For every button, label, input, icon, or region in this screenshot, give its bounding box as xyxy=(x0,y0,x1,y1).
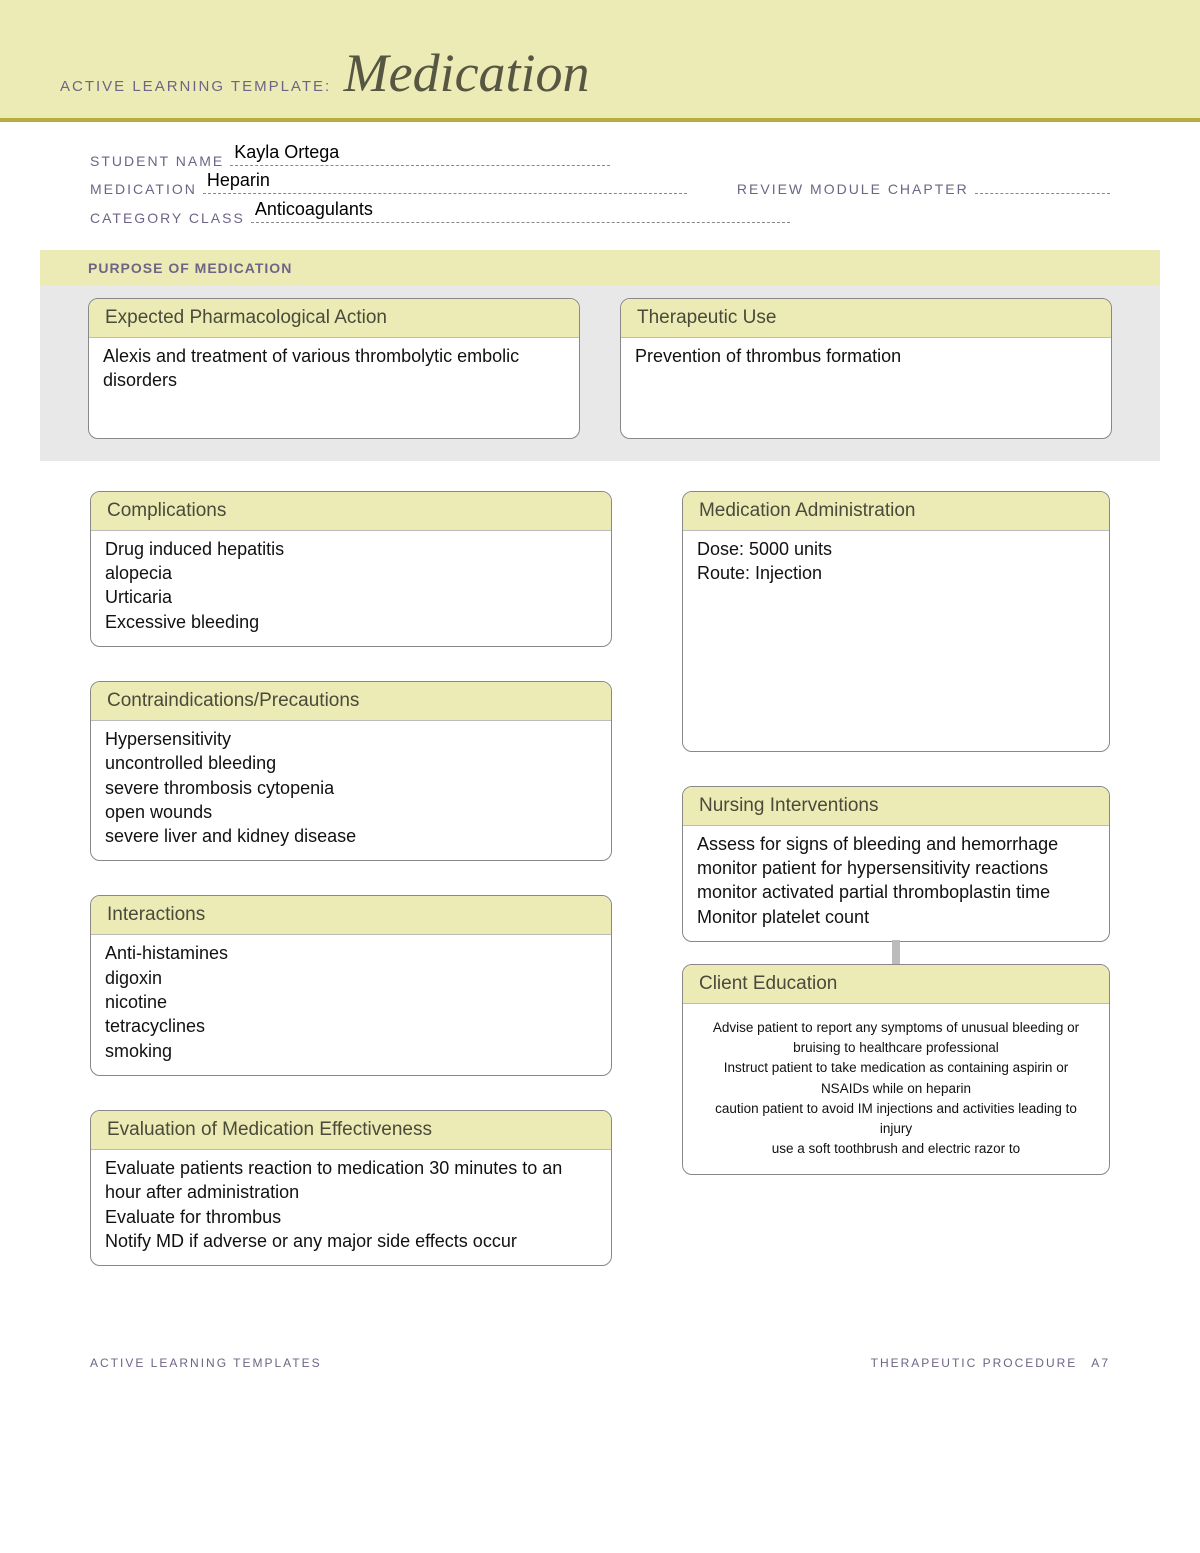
therapeutic-card: Therapeutic Use Prevention of thrombus f… xyxy=(620,298,1112,439)
main-grid: Complications Drug induced hepatitisalop… xyxy=(0,461,1200,1276)
medication-field[interactable]: Heparin xyxy=(203,175,687,195)
nursing-card: Nursing Interventions Assess for signs o… xyxy=(682,786,1110,942)
category-value: Anticoagulants xyxy=(255,199,373,220)
pharm-action-card: Expected Pharmacological Action Alexis a… xyxy=(88,298,580,439)
pharm-action-body: Alexis and treatment of various thrombol… xyxy=(89,338,579,438)
administration-card: Medication Administration Dose: 5000 uni… xyxy=(682,491,1110,752)
medication-value: Heparin xyxy=(207,170,270,191)
administration-body: Dose: 5000 unitsRoute: Injection xyxy=(683,531,1109,751)
contraindications-body: Hypersensitivityuncontrolled bleedingsev… xyxy=(91,721,611,860)
student-name-value: Kayla Ortega xyxy=(234,142,339,163)
contraindications-card: Contraindications/Precautions Hypersensi… xyxy=(90,681,612,861)
banner-title: Medication xyxy=(344,43,590,103)
client-education-body: Advise patient to report any symptoms of… xyxy=(683,1004,1109,1174)
review-field[interactable] xyxy=(975,175,1110,195)
left-column: Complications Drug induced hepatitisalop… xyxy=(90,491,612,1266)
student-name-field[interactable]: Kayla Ortega xyxy=(230,146,610,166)
category-field[interactable]: Anticoagulants xyxy=(251,203,790,223)
purpose-section-title: PURPOSE OF MEDICATION xyxy=(40,250,1160,286)
complications-body: Drug induced hepatitisalopeciaUrticariaE… xyxy=(91,531,611,646)
evaluation-body: Evaluate patients reaction to medication… xyxy=(91,1150,611,1265)
nursing-body: Assess for signs of bleeding and hemorrh… xyxy=(683,826,1109,941)
purpose-section: PURPOSE OF MEDICATION Expected Pharmacol… xyxy=(40,250,1160,461)
right-column: Medication Administration Dose: 5000 uni… xyxy=(682,491,1110,1175)
evaluation-card: Evaluation of Medication Effectiveness E… xyxy=(90,1110,612,1266)
nursing-education-group: Nursing Interventions Assess for signs o… xyxy=(682,786,1110,1175)
administration-title: Medication Administration xyxy=(683,492,1109,531)
client-education-card: Client Education Advise patient to repor… xyxy=(682,964,1110,1175)
complications-card: Complications Drug induced hepatitisalop… xyxy=(90,491,612,647)
evaluation-title: Evaluation of Medication Effectiveness xyxy=(91,1111,611,1150)
therapeutic-title: Therapeutic Use xyxy=(621,299,1111,338)
category-label: CATEGORY CLASS xyxy=(90,210,245,226)
interactions-card: Interactions Anti-histaminesdigoxinnicot… xyxy=(90,895,612,1075)
complications-title: Complications xyxy=(91,492,611,531)
contraindications-title: Contraindications/Precautions xyxy=(91,682,611,721)
review-label: REVIEW MODULE CHAPTER xyxy=(737,181,969,197)
student-name-row: STUDENT NAME Kayla Ortega xyxy=(90,146,610,169)
interactions-title: Interactions xyxy=(91,896,611,935)
pharm-action-title: Expected Pharmacological Action xyxy=(89,299,579,338)
therapeutic-body: Prevention of thrombus formation xyxy=(621,338,1111,438)
footer-left: ACTIVE LEARNING TEMPLATES xyxy=(90,1356,322,1370)
medication-label: MEDICATION xyxy=(90,181,197,197)
connector-bar xyxy=(892,940,900,966)
header-banner: ACTIVE LEARNING TEMPLATE: Medication xyxy=(0,0,1200,122)
footer-right: THERAPEUTIC PROCEDURE A7 xyxy=(871,1356,1110,1370)
banner-prefix: ACTIVE LEARNING TEMPLATE: xyxy=(60,78,331,95)
category-row: CATEGORY CLASS Anticoagulants xyxy=(90,203,790,226)
student-name-label: STUDENT NAME xyxy=(90,153,224,169)
page-footer: ACTIVE LEARNING TEMPLATES THERAPEUTIC PR… xyxy=(0,1276,1200,1410)
interactions-body: Anti-histaminesdigoxinnicotinetetracycli… xyxy=(91,935,611,1074)
nursing-title: Nursing Interventions xyxy=(683,787,1109,826)
medication-row: MEDICATION Heparin REVIEW MODULE CHAPTER xyxy=(90,175,1110,198)
meta-section: STUDENT NAME Kayla Ortega MEDICATION Hep… xyxy=(0,122,1200,250)
client-education-title: Client Education xyxy=(683,965,1109,1004)
